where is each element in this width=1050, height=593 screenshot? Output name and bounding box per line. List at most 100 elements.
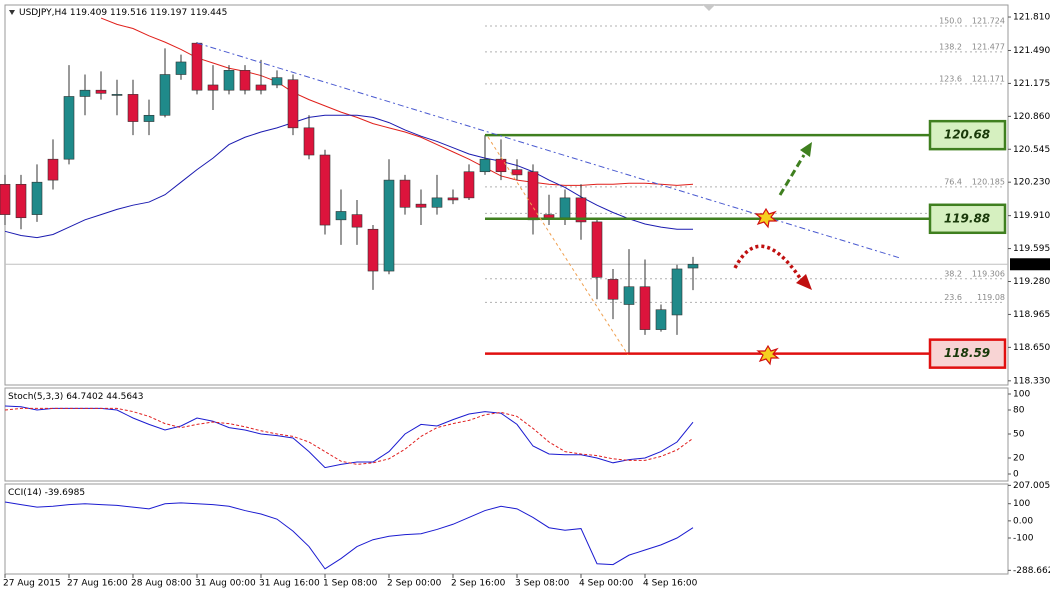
y-tick-label: 121.175 xyxy=(1013,79,1050,89)
candle-body xyxy=(15,183,27,219)
y-tick-label: 80 xyxy=(1013,406,1025,416)
burst-marker xyxy=(754,207,778,229)
arrow-head xyxy=(800,142,812,157)
y-tick-label: 121.810 xyxy=(1013,13,1050,23)
high-value: 119.516 xyxy=(110,8,147,18)
candle-body xyxy=(335,211,347,221)
indicator-name: Stoch(5,3,3) xyxy=(8,392,63,402)
candle-body xyxy=(671,268,683,316)
y-tick-label: 100 xyxy=(1013,390,1030,400)
candle-body xyxy=(367,228,379,272)
candle-body xyxy=(223,70,235,91)
candle-body xyxy=(559,197,571,219)
y-tick-label: 0 xyxy=(1013,470,1019,480)
up-arrow xyxy=(778,142,812,196)
x-tick-label: 31 Aug 00:00 xyxy=(195,579,256,589)
candle-body xyxy=(639,286,651,330)
arrow-head xyxy=(796,274,812,290)
candle-body xyxy=(175,61,187,75)
y-tick-label: 119.910 xyxy=(1013,211,1050,221)
y-tick-label: 207.0054 xyxy=(1013,481,1050,491)
fibo-ratio: 23.6 xyxy=(944,293,962,302)
y-tick-label: -288.662 xyxy=(1013,566,1050,576)
y-tick-label: 121.490 xyxy=(1013,46,1050,56)
candle-body xyxy=(479,158,491,173)
candle-body xyxy=(95,89,107,94)
y-tick-label: 120.230 xyxy=(1013,178,1050,188)
y-tick-label: 50 xyxy=(1013,430,1025,440)
candle-body xyxy=(159,74,171,116)
candle-body xyxy=(543,214,555,219)
down-arrow xyxy=(733,244,812,290)
y-tick-label: 120.860 xyxy=(1013,112,1050,122)
symbol: USDJPY,H4 xyxy=(19,8,67,18)
candle-body xyxy=(351,214,363,228)
indicator-line xyxy=(4,501,694,570)
candle-body xyxy=(127,94,139,122)
signal-value: 44.5643 xyxy=(106,392,143,402)
x-tick-label: 2 Sep 16:00 xyxy=(451,579,506,589)
indicator-name: CCI(14) xyxy=(8,488,42,498)
current-price-tag xyxy=(1010,258,1050,271)
x-tick-label: 1 Sep 08:00 xyxy=(323,579,378,589)
burst-marker xyxy=(756,344,780,366)
fibo-ratio: 150.0 xyxy=(939,17,962,26)
cci-header: CCI(14) -39.6985 xyxy=(8,488,85,498)
fibo-price: 119.08 xyxy=(977,293,1005,302)
candle-body xyxy=(495,158,507,173)
x-tick-label: 27 Aug 16:00 xyxy=(67,579,128,589)
level-label: 119.88 xyxy=(944,211,990,225)
candle-body xyxy=(0,183,11,215)
indicator-line xyxy=(4,114,693,239)
level-label: 118.59 xyxy=(944,346,990,360)
candle-body xyxy=(383,179,395,272)
stoch-header: Stoch(5,3,3) 64.7402 44.5643 xyxy=(8,392,144,402)
x-tick-label: 27 Aug 2015 xyxy=(3,579,61,589)
x-tick-label: 2 Sep 00:00 xyxy=(387,579,442,589)
candle-body xyxy=(239,70,251,91)
candle-body xyxy=(463,171,475,199)
fibo-price: 121.724 xyxy=(972,17,1005,26)
y-tick-label: -100 xyxy=(1013,534,1034,544)
fibo-ratio: 138.2 xyxy=(939,42,962,51)
fibo-price: 121.477 xyxy=(972,42,1005,51)
candle-body xyxy=(111,94,123,96)
level-box xyxy=(928,119,1007,151)
candle-body xyxy=(623,286,635,305)
candle-body xyxy=(319,154,331,226)
y-tick-label: 120.545 xyxy=(1013,145,1050,155)
close-value: 119.445 xyxy=(190,8,227,18)
fibo-price: 120.185 xyxy=(972,177,1005,186)
fibo-anchor-line xyxy=(487,136,629,356)
candle-body xyxy=(527,171,539,221)
candle-body xyxy=(431,197,443,208)
candle-body xyxy=(415,203,427,208)
candle-body xyxy=(511,169,523,176)
candle-body xyxy=(287,79,299,129)
candle-body xyxy=(31,181,43,215)
stoch-panel xyxy=(4,387,1009,482)
x-tick-label: 4 Sep 16:00 xyxy=(643,579,698,589)
candle-body xyxy=(591,221,603,278)
level-label: 120.68 xyxy=(944,128,990,142)
candle-body xyxy=(447,197,459,201)
cci-value: -39.6985 xyxy=(45,488,85,498)
x-tick-label: 28 Aug 08:00 xyxy=(131,579,192,589)
candle-body xyxy=(687,263,699,269)
candle-body xyxy=(207,84,219,91)
y-tick-label: 119.280 xyxy=(1013,277,1050,287)
indicator-line xyxy=(4,407,694,465)
trend-line xyxy=(196,42,901,259)
chart-header: USDJPY,H4 119.409 119.516 119.197 119.44… xyxy=(19,8,227,18)
open-value: 119.409 xyxy=(70,8,107,18)
main-value: 64.7402 xyxy=(66,392,103,402)
candle-body xyxy=(607,279,619,300)
candle-body xyxy=(303,127,315,156)
candle-body xyxy=(47,158,59,181)
y-tick-label: 118.330 xyxy=(1013,376,1050,386)
y-tick-label: 118.965 xyxy=(1013,310,1050,320)
x-tick-label: 31 Aug 16:00 xyxy=(259,579,320,589)
fibo-ratio: 123.6 xyxy=(939,74,962,83)
x-tick-label: 4 Sep 00:00 xyxy=(579,579,634,589)
